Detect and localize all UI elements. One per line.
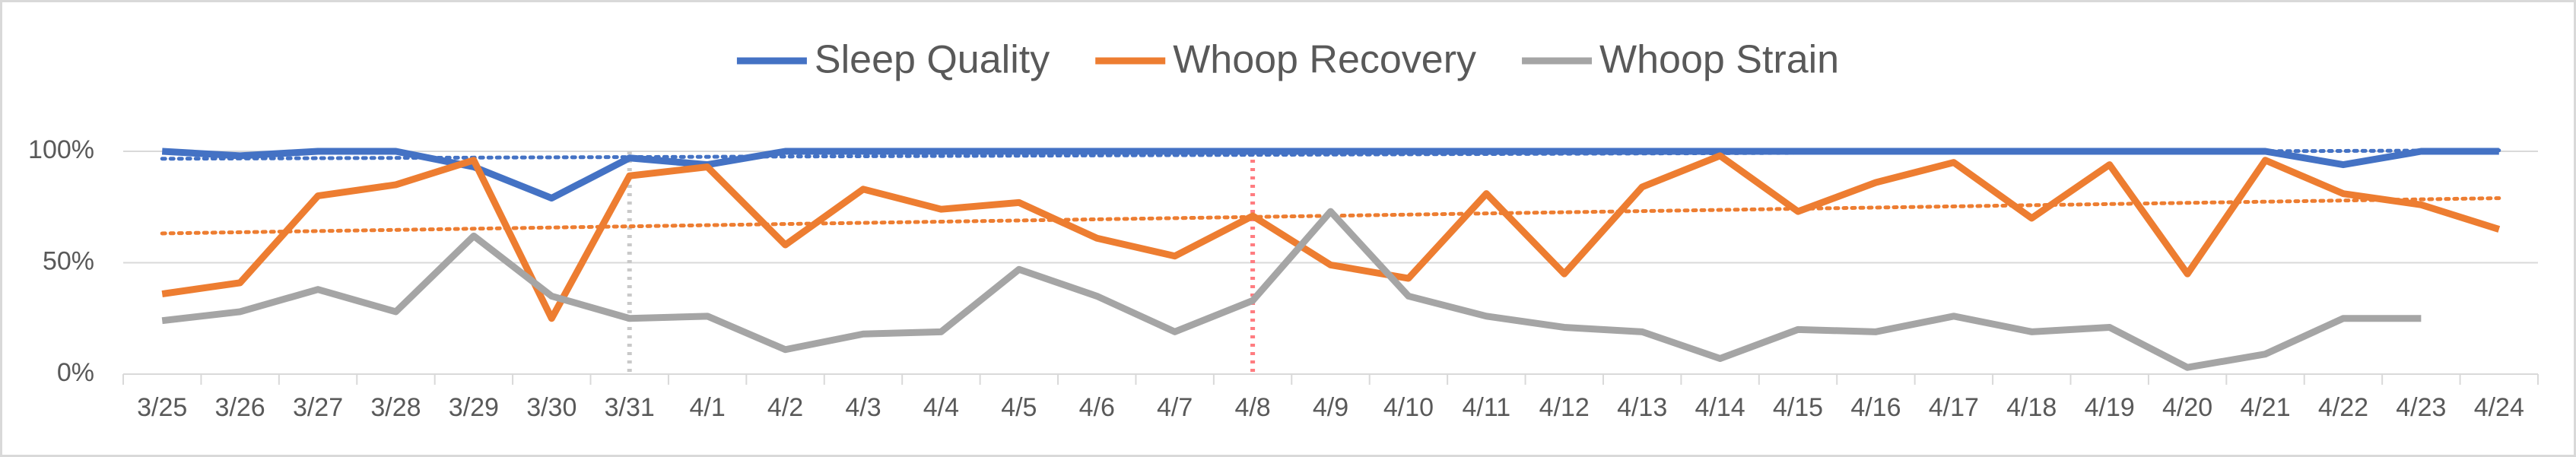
x-tick-label: 4/7 [1157, 393, 1193, 422]
x-tick-label: 4/24 [2474, 393, 2524, 422]
series-line [161, 152, 2501, 322]
x-tick-label: 4/11 [1463, 393, 1511, 422]
y-tick-label: 50% [43, 246, 94, 275]
x-tick-label: 4/16 [1850, 393, 1901, 422]
legend-label: Whoop Strain [1599, 38, 1839, 82]
series-line [161, 208, 2422, 371]
x-tick-label: 4/9 [1313, 393, 1348, 422]
x-tick-label: 4/6 [1079, 393, 1115, 422]
y-tick-label: 100% [28, 135, 94, 164]
x-tick-label: 4/8 [1234, 393, 1270, 422]
x-tick-label: 3/28 [370, 393, 421, 422]
x-tick-label: 4/14 [1695, 393, 1745, 422]
x-tick-label: 4/13 [1617, 393, 1667, 422]
x-tick-label: 4/2 [767, 393, 803, 422]
x-tick-label: 3/27 [293, 393, 343, 422]
x-tick-label: 3/30 [526, 393, 577, 422]
x-tick-label: 4/5 [1001, 393, 1037, 422]
x-tick-label: 4/22 [2318, 393, 2368, 422]
x-tick-label: 4/21 [2240, 393, 2290, 422]
x-tick-label: 4/23 [2396, 393, 2446, 422]
x-tick-label: 4/15 [1773, 393, 1823, 422]
x-tick-label: 4/3 [845, 393, 881, 422]
x-tick-label: 4/18 [2006, 393, 2057, 422]
x-tick-label: 4/1 [690, 393, 726, 422]
x-tick-label: 4/12 [1539, 393, 1590, 422]
legend-label: Whoop Recovery [1173, 38, 1476, 82]
x-tick-label: 4/10 [1383, 393, 1434, 422]
legend-label: Sleep Quality [815, 38, 1050, 82]
x-tick-label: 3/29 [449, 393, 499, 422]
x-tick-label: 4/20 [2162, 393, 2212, 422]
trendline [160, 196, 2501, 236]
series-line [161, 148, 2499, 202]
x-tick-label: 4/19 [2085, 393, 2135, 422]
x-tick-label: 3/26 [215, 393, 265, 422]
x-tick-label: 3/25 [137, 393, 187, 422]
x-tick-label: 4/17 [1929, 393, 1979, 422]
y-tick-label: 0% [57, 358, 94, 387]
x-tick-label: 4/4 [923, 393, 959, 422]
x-tick-label: 3/31 [605, 393, 655, 422]
